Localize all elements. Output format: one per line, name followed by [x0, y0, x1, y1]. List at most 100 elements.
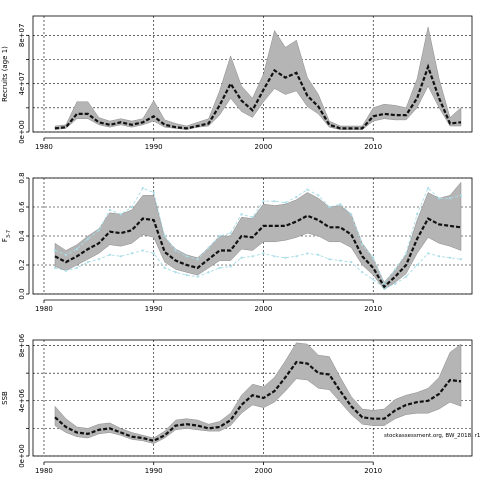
alt-series-point: [383, 282, 386, 285]
alt-series-point: [306, 252, 309, 255]
credit-text: stockassessment.org, BW_2018, r102: [384, 433, 480, 439]
alt-series-point: [372, 278, 375, 281]
alt-series-point: [394, 282, 397, 285]
x-tick-label: 2010: [364, 467, 382, 475]
alt-series-point: [328, 205, 331, 209]
chart-panel-1: 1980 1990 2000 2010 0e+00 4e+07 8e+07 Recruits …: [1, 15, 473, 151]
alt-series-point: [119, 255, 122, 258]
alt-series-point: [152, 252, 155, 255]
alt-series-upper-line: [54, 187, 462, 285]
alt-series-point: [262, 200, 265, 203]
confidence-band: [54, 181, 462, 290]
confidence-band: [54, 342, 462, 444]
alt-series-point: [97, 258, 100, 261]
alt-series-point: [372, 256, 375, 259]
estimate-line: [54, 360, 462, 442]
y-tick-label: 0e+00: [18, 120, 26, 144]
alt-series-point: [448, 256, 452, 259]
alt-series-point: [251, 216, 254, 219]
y-axis-title: Recruits (age 1): [1, 46, 9, 102]
alt-series-point: [86, 237, 89, 240]
y-tick-label: 0.2: [18, 259, 26, 270]
alt-series-point: [405, 252, 408, 255]
alt-series-point: [273, 200, 276, 203]
alt-series-point: [427, 187, 430, 190]
plot-frame: [32, 177, 473, 295]
alt-series-point: [317, 253, 320, 256]
alt-series-point: [196, 258, 199, 261]
alt-series-point: [405, 275, 408, 278]
alt-series-point: [207, 246, 210, 249]
alt-series-point: [141, 187, 144, 190]
alt-series-point: [218, 266, 221, 269]
x-tick-label: 1980: [35, 305, 53, 313]
alt-series-point: [350, 213, 353, 216]
y-tick-label: 0.4: [18, 230, 26, 242]
y-axis-title: SSB: [1, 391, 9, 405]
alt-series-point: [284, 256, 287, 259]
alt-series-point: [130, 252, 133, 255]
estimate-line: [54, 63, 462, 130]
alt-series-lower-line: [54, 250, 462, 289]
alt-series-point: [196, 275, 199, 278]
alt-series-point: [262, 252, 265, 255]
alt-series-point: [459, 194, 463, 197]
alt-series-point: [306, 188, 309, 191]
y-tick-label: 4e+06: [18, 388, 26, 412]
alt-series-point: [350, 261, 353, 264]
alt-series-point: [284, 201, 287, 204]
x-tick-label: 1990: [145, 467, 163, 475]
alt-series-point: [240, 256, 243, 259]
y-axis-title: F3-7: [1, 230, 12, 242]
alt-series-point: [174, 271, 177, 274]
x-tick-label: 2000: [255, 467, 273, 475]
alt-series-point: [251, 255, 254, 258]
alt-series-point: [119, 213, 122, 216]
alt-series-point: [174, 249, 177, 252]
alt-series-point: [53, 266, 57, 269]
alt-series-point: [130, 205, 133, 209]
y-tick-label: 0e+00: [18, 444, 26, 468]
alt-series-point: [361, 243, 364, 246]
alt-series-point: [240, 213, 243, 216]
x-tick-label: 2010: [364, 305, 382, 313]
alt-series-point: [361, 271, 364, 274]
alt-series-point: [185, 255, 188, 258]
y-tick-label: 0.6: [18, 201, 26, 213]
x-tick-label: 1990: [145, 143, 163, 151]
x-tick-label: 2000: [255, 305, 273, 313]
alt-series-point: [229, 265, 232, 268]
plot-frame: [32, 339, 473, 457]
alt-series-point: [416, 213, 419, 216]
alt-series-point: [295, 255, 298, 258]
alt-series-point: [339, 259, 342, 262]
alt-series-point: [207, 271, 210, 274]
y-tick-label: 0.0: [18, 288, 26, 299]
alt-series-point: [437, 255, 441, 258]
alt-series-point: [317, 194, 320, 197]
alt-series-point: [218, 234, 221, 238]
alt-series-point: [64, 253, 68, 256]
alt-series-point: [437, 197, 441, 200]
alt-series-point: [416, 263, 419, 267]
alt-series-point: [427, 252, 430, 255]
alt-series-point: [229, 232, 232, 235]
alt-series-point: [108, 208, 111, 211]
x-tick-label: 1980: [35, 467, 53, 475]
alt-series-point: [97, 229, 100, 232]
alt-series-point: [273, 255, 276, 258]
alt-series-point: [53, 249, 57, 252]
x-tick-label: 2000: [255, 143, 273, 151]
alt-series-point: [394, 268, 397, 271]
alt-series-point: [163, 266, 166, 269]
alt-series-point: [75, 266, 78, 269]
alt-series-point: [339, 203, 342, 206]
x-tick-label: 1990: [145, 305, 163, 313]
y-tick-label: 8e+07: [18, 24, 26, 48]
alt-series-point: [459, 258, 463, 261]
chart-panel-2: 1980 1990 2000 2010 0.0 0.2 0.4 0.6 0.8 F3-7: [1, 172, 473, 313]
chart-panel-3: 1980 1990 2000 2010 0e+00 4e+06 8e+06 SSB: [1, 333, 473, 475]
y-tick-label: 0.8: [18, 172, 26, 183]
estimate-line: [54, 214, 462, 289]
